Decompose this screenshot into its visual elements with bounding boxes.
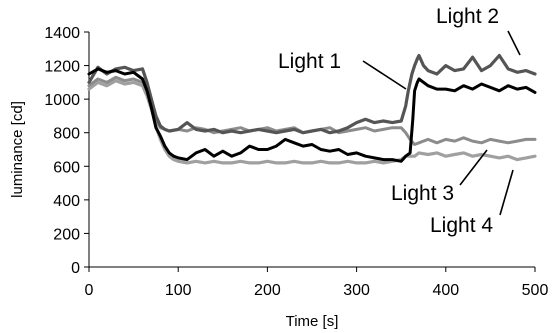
leader-line-light-2 bbox=[507, 30, 521, 56]
series-lines bbox=[87, 53, 537, 165]
y-tick-label: 1000 bbox=[44, 92, 80, 109]
series-line-light-1 bbox=[87, 67, 537, 163]
x-tick-label: 0 bbox=[85, 282, 94, 299]
callout-labels: Light 1 Light 2 Light 3 Light 4 bbox=[278, 5, 499, 237]
callout-light-2: Light 2 bbox=[436, 5, 499, 28]
callout-leaders bbox=[362, 30, 521, 216]
x-tick-label: 200 bbox=[254, 282, 281, 299]
axes bbox=[88, 32, 535, 268]
tick-labels: 0 100 200 300 400 500 0 200 400 600 800 1000 1200 140… bbox=[44, 25, 548, 299]
y-tick-label: 0 bbox=[71, 260, 80, 277]
y-tick-label: 800 bbox=[53, 126, 80, 143]
series-line-light-2 bbox=[87, 53, 537, 135]
y-tick-label: 1400 bbox=[44, 25, 80, 42]
y-tick-label: 200 bbox=[53, 226, 80, 243]
x-axis-title: Time [s] bbox=[286, 313, 339, 330]
callout-light-4: Light 4 bbox=[430, 214, 493, 237]
leader-line-light-1 bbox=[362, 60, 407, 90]
y-tick-label: 600 bbox=[53, 159, 80, 176]
x-tick-label: 400 bbox=[432, 282, 459, 299]
y-tick-label: 1200 bbox=[44, 59, 80, 76]
y-tick-label: 400 bbox=[53, 193, 80, 210]
x-tick-label: 300 bbox=[343, 282, 370, 299]
x-tick-label: 100 bbox=[165, 282, 192, 299]
leader-line-light-4 bbox=[499, 169, 514, 216]
callout-light-3: Light 3 bbox=[391, 182, 454, 205]
leader-line-light-3 bbox=[459, 149, 488, 186]
x-tick-label: 500 bbox=[522, 282, 549, 299]
y-axis-title: luminance [cd] bbox=[9, 101, 26, 198]
tick-marks bbox=[84, 31, 536, 272]
callout-light-1: Light 1 bbox=[278, 50, 341, 73]
